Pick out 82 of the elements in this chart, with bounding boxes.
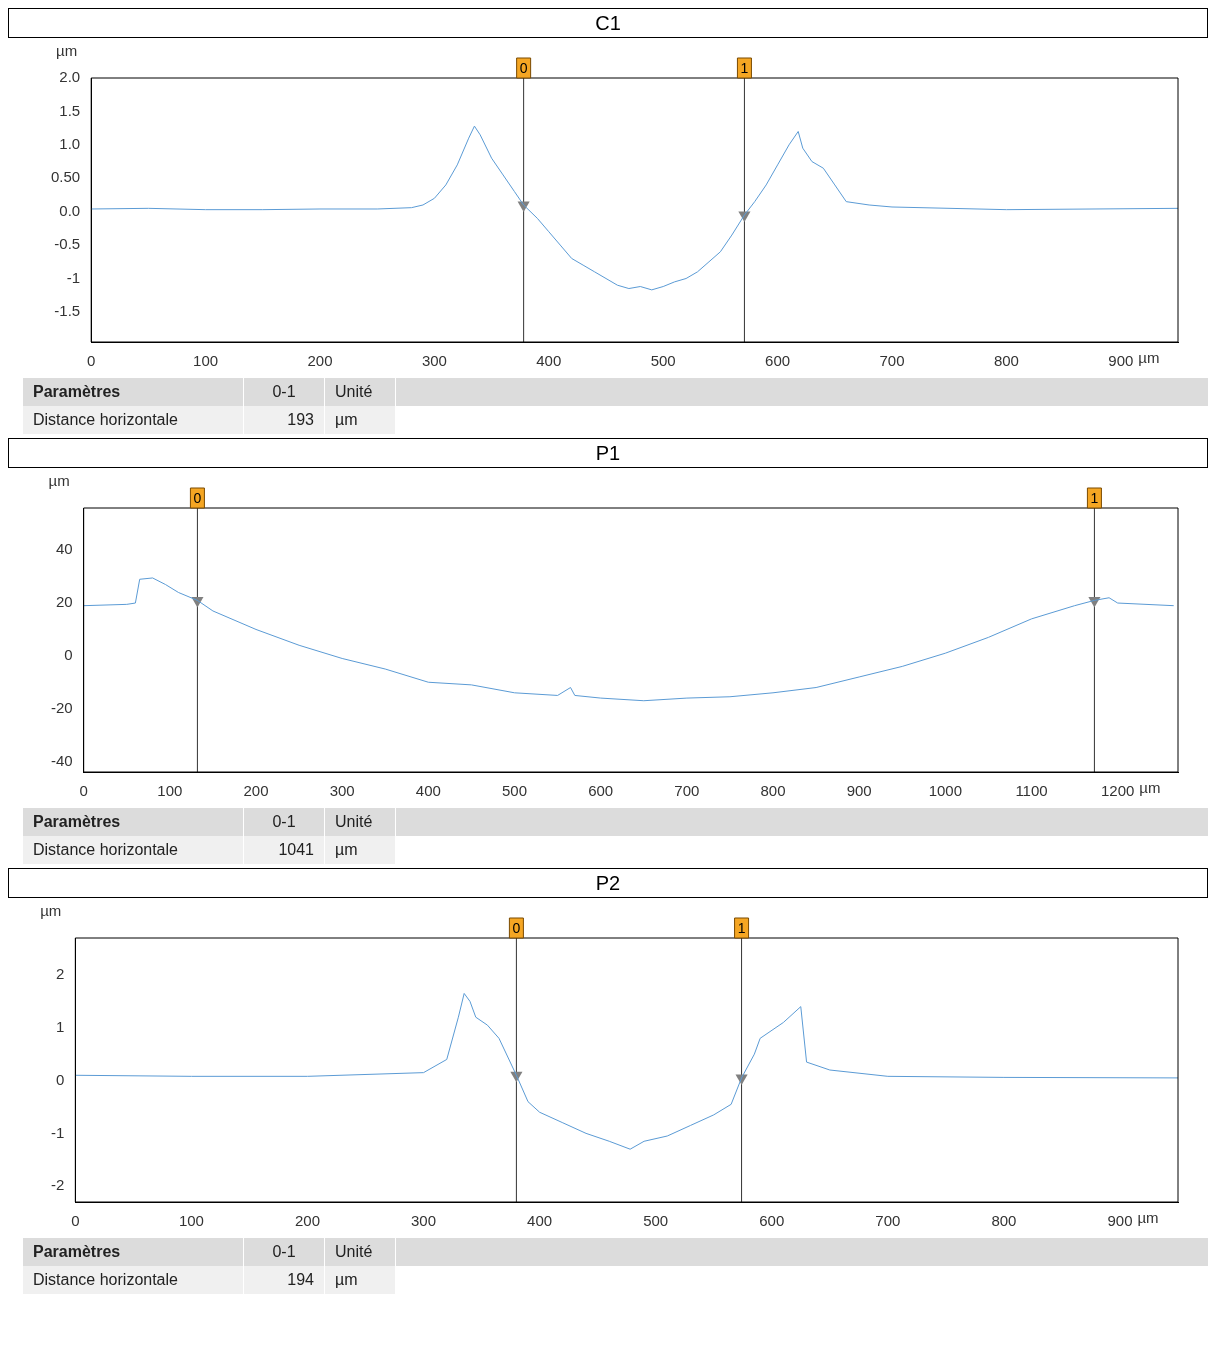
y-tick-label: 0.0	[59, 201, 81, 219]
y-tick-label: 0	[55, 1070, 65, 1088]
x-tick-label: 600	[759, 1212, 785, 1230]
x-tick-label: 500	[650, 352, 676, 370]
text: µm	[324, 406, 396, 434]
x-tick-label: 100	[193, 352, 219, 370]
text: Unité	[324, 808, 396, 836]
x-tick-label: 800	[991, 1212, 1017, 1230]
y-tick-label: -2	[50, 1176, 65, 1194]
chart-title: P2	[8, 868, 1208, 898]
text: µm	[324, 1266, 396, 1294]
text: Distance horizontale	[23, 836, 244, 864]
x-tick-label: 200	[294, 1212, 320, 1230]
text: 0-1	[243, 1238, 325, 1266]
x-tick-label: 800	[760, 782, 786, 800]
x-tick-label: 400	[527, 1212, 553, 1230]
text: Unité	[324, 1238, 396, 1266]
annotation: 0	[519, 59, 528, 76]
text: Unité	[324, 378, 396, 406]
text: Distance horizontale	[23, 406, 244, 434]
y-tick-label: 1.0	[59, 134, 81, 152]
y-tick-label: 2.0	[59, 68, 81, 86]
x-tick-label: 900	[846, 782, 872, 800]
y-tick-label: -40	[50, 751, 73, 769]
x-tick-label: 800	[993, 352, 1019, 370]
x-tick-label: 200	[243, 782, 269, 800]
y-tick-label: -1	[50, 1123, 65, 1141]
x-tick-label: 1000	[928, 782, 963, 800]
x-tick-label: 700	[674, 782, 700, 800]
y-tick-label: 0.50	[50, 168, 81, 186]
text: 193	[243, 406, 325, 434]
text: Paramètres	[23, 1238, 244, 1266]
y-tick-label: 1	[55, 1017, 65, 1035]
text: Distance horizontale	[23, 1266, 244, 1294]
y-tick-label: 20	[55, 593, 73, 611]
x-tick-label: 700	[875, 1212, 901, 1230]
x-tick-label: 400	[415, 782, 441, 800]
text: Paramètres	[23, 808, 244, 836]
y-axis-title: µm	[56, 42, 78, 60]
y-tick-label: 1.5	[59, 101, 81, 119]
text: Paramètres	[23, 378, 244, 406]
x-tick-label: 1200	[1101, 782, 1135, 800]
text: 0-1	[243, 808, 325, 836]
y-tick-label: -0.5	[54, 235, 81, 253]
annotation: 1	[737, 919, 746, 936]
x-axis-title: µm	[1138, 349, 1160, 367]
x-tick-label: 600	[588, 782, 614, 800]
x-axis-title: µm	[1137, 1209, 1159, 1227]
text: 0-1	[243, 378, 325, 406]
chart-title: C1	[8, 8, 1208, 38]
y-tick-label: -1.5	[54, 302, 81, 320]
text: 1041	[243, 836, 325, 864]
y-tick-label: -1	[66, 268, 81, 286]
x-tick-label: 700	[879, 352, 905, 370]
annotation: 1	[1090, 489, 1099, 506]
x-tick-label: 500	[643, 1212, 669, 1230]
annotation: 0	[512, 919, 521, 936]
annotation: 0	[193, 489, 202, 506]
x-tick-label: 100	[157, 782, 183, 800]
x-tick-label: 0	[87, 352, 96, 370]
x-tick-label: 300	[411, 1212, 437, 1230]
y-tick-label: -20	[50, 698, 73, 716]
chart-title: P1	[8, 438, 1208, 468]
x-tick-label: 900	[1108, 352, 1134, 370]
y-tick-label: 40	[55, 540, 73, 558]
x-tick-label: 900	[1107, 1212, 1133, 1230]
x-tick-label: 300	[421, 352, 447, 370]
x-tick-label: 100	[178, 1212, 204, 1230]
text: µm	[324, 836, 396, 864]
x-tick-label: 500	[502, 782, 528, 800]
y-tick-label: 2	[55, 965, 65, 983]
y-tick-label: 0	[64, 645, 73, 663]
x-tick-label: 1100	[1015, 782, 1048, 800]
text: 194	[243, 1266, 325, 1294]
x-tick-label: 200	[307, 352, 333, 370]
x-tick-label: 300	[329, 782, 355, 800]
y-axis-title: µm	[40, 902, 62, 920]
y-axis-title: µm	[48, 472, 70, 490]
annotation: 1	[740, 59, 749, 76]
x-tick-label: 400	[536, 352, 562, 370]
x-axis-title: µm	[1139, 779, 1161, 797]
x-tick-label: 600	[765, 352, 791, 370]
